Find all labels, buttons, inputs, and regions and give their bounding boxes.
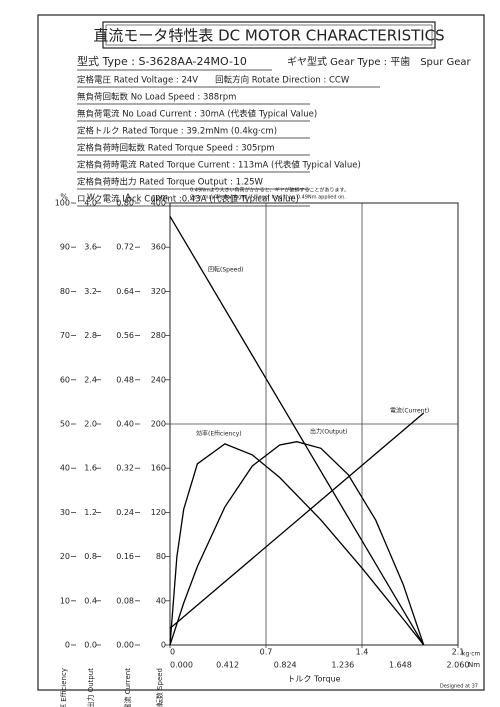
y-tick-label: 0.80: [116, 199, 134, 208]
y-tick-label: 70: [60, 331, 70, 340]
axis-label: 出力 Output: [86, 668, 95, 707]
series-line: [169, 412, 425, 629]
y-tick-label: 0.16: [116, 552, 134, 561]
model-label: 型式 Type : S-3628AA-24MO-10: [77, 54, 247, 68]
axis-unit: W: [87, 193, 95, 202]
series-label: 回転(Speed): [208, 266, 244, 274]
x2-tick-label: 1.648: [389, 661, 412, 670]
y-tick-label: 0.4: [84, 596, 97, 605]
warning: 0.49Nmより大きい負荷がかかると、ギヤが破損することがあります。: [190, 187, 349, 194]
y-tick-label: 0.56: [116, 331, 134, 340]
gear-label: ギヤ型式 Gear Type : 平歯 Spur Gear: [287, 55, 472, 68]
y-tick-label: 400: [151, 199, 166, 208]
y-tick-label: 40: [60, 464, 70, 473]
y-tick-label: 360: [151, 243, 166, 252]
x-axis-label: トルク Torque: [287, 675, 340, 684]
y-tick-label: 0.64: [116, 287, 134, 296]
y-tick-label: 0.40: [116, 420, 134, 429]
axis-label: 電流 Current: [123, 668, 132, 707]
y-tick-label: 0.72: [116, 243, 134, 252]
warning: Gear may be damaged if bigger load than …: [190, 195, 346, 201]
x-tick-label: 2.1: [452, 648, 465, 657]
series-label: 効率(Efficiency): [196, 430, 242, 438]
series-line: [169, 443, 425, 646]
chart-title: 直流モータ特性表 DC MOTOR CHARACTERISTICS: [93, 27, 444, 45]
y-tick-label: 60: [60, 375, 70, 384]
y-tick-label: 50: [60, 420, 70, 429]
x2-tick-label: 1.236: [331, 661, 354, 670]
x2-tick-label: 0.000: [170, 661, 193, 670]
y-tick-label: 3.6: [84, 243, 97, 252]
x-tick-label: 0.7: [260, 648, 273, 657]
y-tick-label: 10: [60, 596, 70, 605]
y-tick-label: 2.0: [84, 420, 97, 429]
axis-unit: A: [125, 193, 131, 202]
y-tick-label: 0.8: [84, 552, 97, 561]
y-tick-label: 3.2: [84, 287, 97, 296]
axis-unit: %: [60, 193, 68, 202]
y-tick-label: 200: [151, 420, 166, 429]
y-tick-label: 90: [60, 243, 70, 252]
series-label: 出力(Output): [310, 428, 348, 436]
spec-line: 無負荷電流 No Load Current : 30mA (代表値 Typica…: [77, 109, 317, 120]
axis-unit: rpm: [152, 193, 168, 202]
x-tick-label: 1.4: [356, 648, 369, 657]
y-tick-label: 160: [151, 464, 166, 473]
x2-tick-label: 0.824: [274, 661, 297, 670]
y-tick-label: 120: [151, 508, 166, 517]
spec-line: 定格トルク Rated Torque : 39.2mNm (0.4kg·cm): [77, 126, 277, 137]
x-unit: kg·cm: [462, 651, 480, 658]
axis-label: 効率 Efficiency: [59, 668, 68, 707]
y-tick-label: 280: [151, 331, 166, 340]
series-line: [169, 215, 425, 646]
y-tick-label: 0: [65, 641, 70, 650]
page-frame: [37, 14, 485, 691]
title-box-inner: [105, 24, 433, 46]
x-tick-label: 0: [170, 648, 175, 657]
series-label: 電流(Current): [390, 407, 429, 415]
x2-tick-label: 2.060: [447, 661, 470, 670]
spec-line: 定格負荷時回転数 Rated Torque Speed : 305rpm: [77, 143, 275, 154]
y-tick-label: 2.4: [84, 375, 97, 384]
y-tick-label: 0.00: [116, 641, 134, 650]
y-tick-label: 240: [151, 375, 166, 384]
spec-line: 定格負荷時電流 Rated Torque Current : 113mA (代表…: [77, 160, 361, 171]
y-tick-label: 0.08: [116, 596, 134, 605]
title-box: [102, 21, 436, 49]
y-tick-label: 0: [161, 641, 166, 650]
y-tick-label: 2.8: [84, 331, 97, 340]
y-tick-label: 0.32: [116, 464, 134, 473]
spec-line: 無負荷回転数 No Load Speed : 388rpm: [77, 92, 236, 103]
x2-unit: Nm: [468, 661, 480, 669]
y-tick-label: 20: [60, 552, 70, 561]
y-tick-label: 1.6: [84, 464, 97, 473]
y-tick-label: 320: [151, 287, 166, 296]
y-tick-label: 80: [156, 552, 166, 561]
y-tick-label: 0.0: [84, 641, 97, 650]
y-tick-label: 0.24: [116, 508, 134, 517]
y-tick-label: 0.48: [116, 375, 134, 384]
y-tick-label: 80: [60, 287, 70, 296]
spec-line: 定格負荷時出力 Rated Torque Output : 1.25W: [77, 177, 264, 188]
footer: Designed at 37: [440, 684, 478, 690]
x2-tick-label: 0.412: [216, 661, 239, 670]
spec-line: ロック電流 Lock Current :0.43A (代表値 Typical V…: [77, 194, 299, 205]
spec-line: 定格電圧 Rated Voltage : 24V 回転方向 Rotate Dir…: [77, 75, 350, 86]
y-tick-label: 30: [60, 508, 70, 517]
y-tick-label: 100: [55, 199, 70, 208]
series-line: [169, 441, 425, 646]
y-tick-label: 40: [156, 596, 166, 605]
y-tick-label: 4.0: [84, 199, 97, 208]
axis-label: 回転数 Speed: [155, 668, 164, 707]
y-tick-label: 1.2: [84, 508, 97, 517]
